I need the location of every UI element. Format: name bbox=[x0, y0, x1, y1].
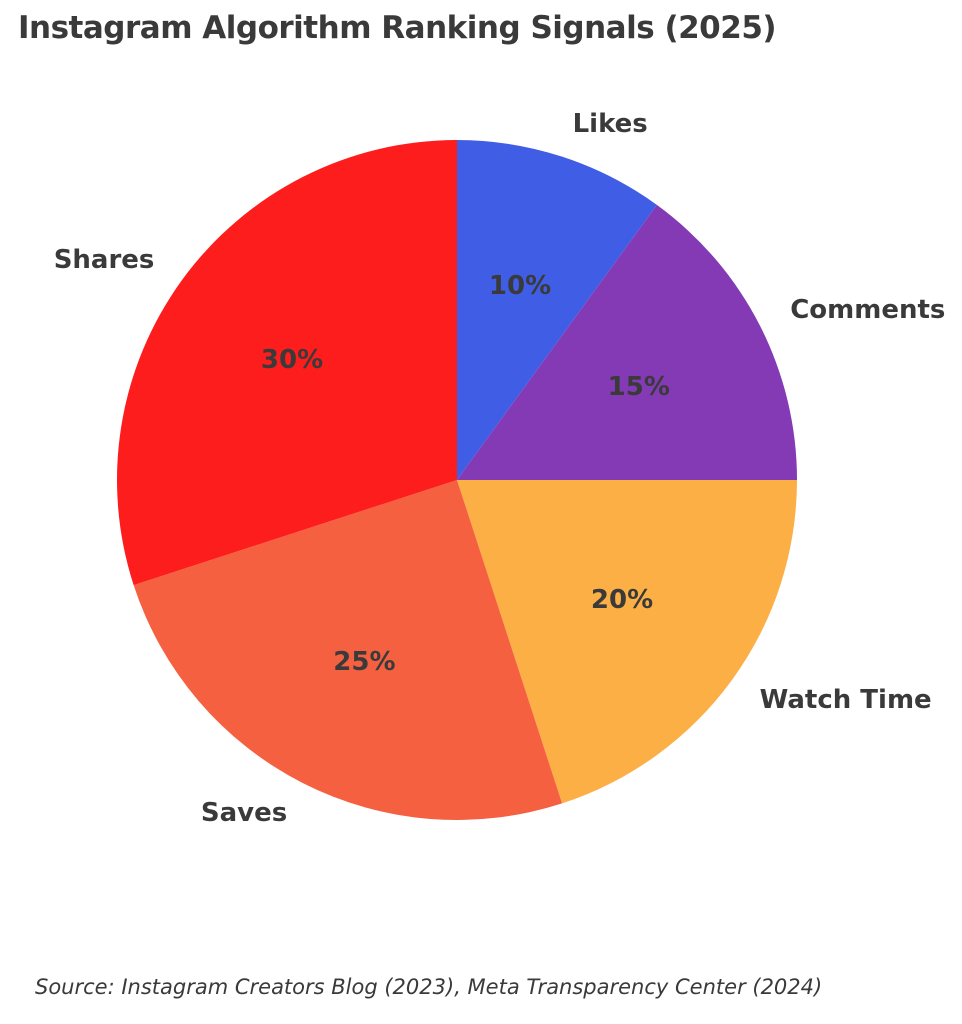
pie-slice-watch-time bbox=[457, 480, 797, 804]
pie-slice-shares bbox=[116, 140, 457, 586]
slice-label-comments: Comments bbox=[790, 295, 946, 326]
slice-label-watch-time: Watch Time bbox=[759, 684, 932, 715]
pie-svg bbox=[116, 140, 797, 821]
slice-label-likes: Likes bbox=[572, 109, 648, 140]
pct-label-likes: 10% bbox=[488, 271, 552, 301]
pct-label-saves: 25% bbox=[333, 646, 396, 677]
slice-label-shares: Shares bbox=[53, 245, 155, 276]
pie-slice-comments bbox=[457, 204, 797, 480]
source-note: Source: Instagram Creators Blog (2023), … bbox=[35, 975, 823, 999]
slice-label-saves: Saves bbox=[200, 798, 288, 829]
pct-label-shares: 30% bbox=[260, 345, 324, 376]
pie-slice-saves bbox=[133, 480, 563, 821]
chart-title: Instagram Algorithm Ranking Signals (202… bbox=[18, 10, 777, 46]
pie-chart: 10% Likes 15% Comments 20% Watch Time 25% Saves… bbox=[54, 109, 946, 828]
pie-slice-likes bbox=[457, 140, 657, 480]
pct-label-comments: 15% bbox=[607, 372, 670, 403]
pct-label-watch-time: 20% bbox=[590, 584, 654, 615]
